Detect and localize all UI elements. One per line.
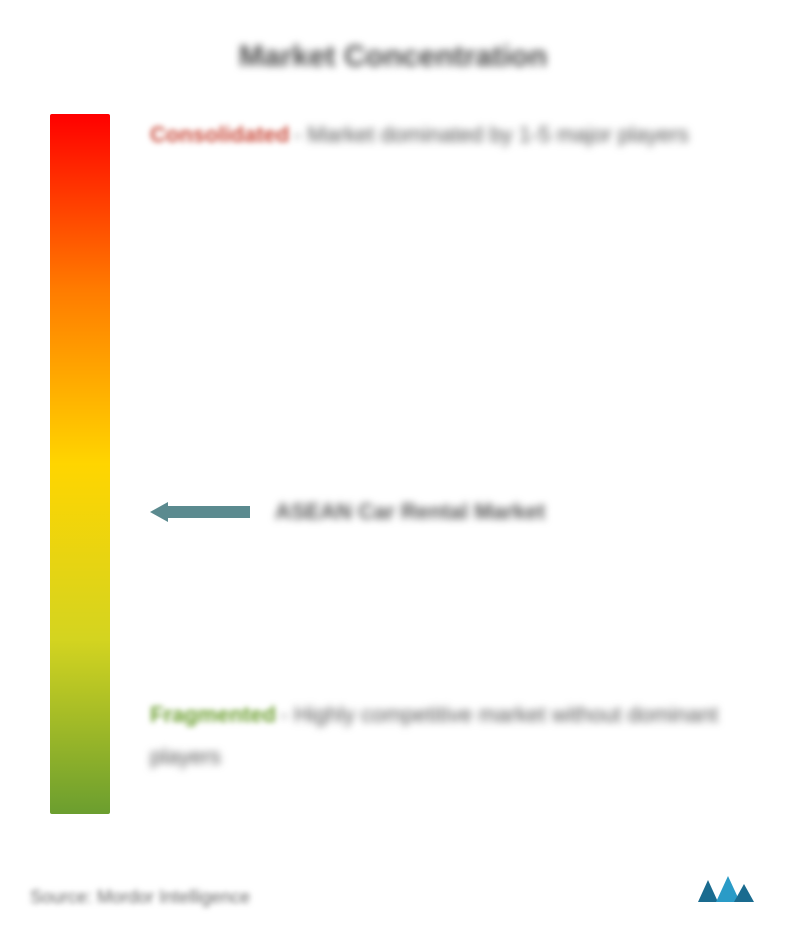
concentration-gradient-bar <box>50 114 110 814</box>
chart-title: Market Concentration <box>30 40 756 74</box>
consolidated-annotation: Consolidated - Market dominated by 1-5 m… <box>150 114 736 156</box>
brand-logo-icon <box>696 872 756 908</box>
consolidated-label: Consolidated <box>150 122 289 147</box>
market-position-marker: ASEAN Car Rental Market <box>150 499 545 525</box>
market-concentration-infographic: Market Concentration Consolidated - Mark… <box>0 0 786 933</box>
fragmented-annotation: Fragmented - Highly competitive market w… <box>150 694 736 778</box>
source-attribution: Source: Mordor Intelligence <box>30 887 250 908</box>
annotations-area: Consolidated - Market dominated by 1-5 m… <box>110 104 756 844</box>
fragmented-label: Fragmented <box>150 702 276 727</box>
market-name-label: ASEAN Car Rental Market <box>275 499 545 525</box>
consolidated-description: - Market dominated by 1-5 major players <box>294 122 689 147</box>
main-content-area: Consolidated - Market dominated by 1-5 m… <box>30 104 756 844</box>
arrow-left-icon <box>150 502 250 522</box>
footer: Source: Mordor Intelligence <box>30 872 756 908</box>
